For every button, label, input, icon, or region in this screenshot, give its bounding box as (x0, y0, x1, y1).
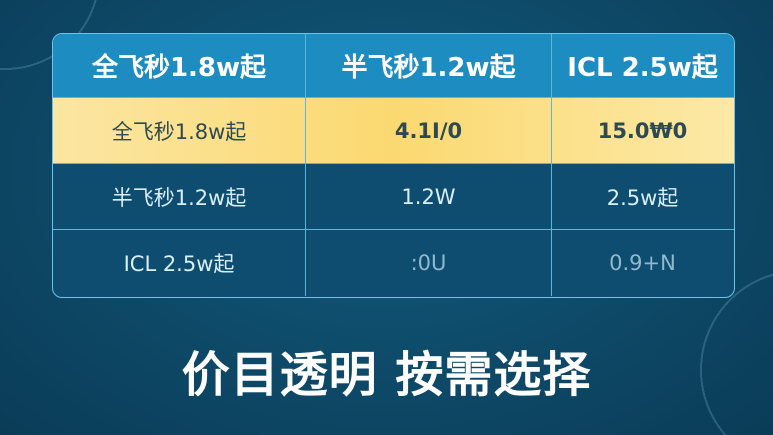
table-row-highlighted: 全飞秒1.8w起 4.1I/0 15.0₩0 (53, 98, 734, 164)
table-cell: 15.0₩0 (597, 118, 688, 143)
table-cell: 全飞秒1.8w起 (53, 98, 306, 163)
table-cell: 2.5w起 (606, 185, 679, 210)
header-cell: 全飞秒1.8w起 (53, 34, 306, 97)
table-cell: ICL 2.5w起 (53, 230, 306, 296)
header-cell: 半飞秒1.2w起 (306, 34, 552, 97)
table-cell: 0.9+N (609, 251, 676, 275)
table-cell: :0U (306, 230, 552, 296)
table-header-row: 全飞秒1.8w起 半飞秒1.2w起 ICL 2.5w起 (53, 34, 734, 98)
header-cell: ICL 2.5w起 (567, 53, 718, 83)
price-table: 全飞秒1.8w起 半飞秒1.2w起 ICL 2.5w起 全飞秒1.8w起 4.1… (52, 33, 735, 298)
table-cell: 4.1I/0 (306, 98, 552, 163)
slogan-title: 价目透明 按需选择 (181, 347, 592, 403)
table-cell: 1.2W (306, 164, 552, 229)
table-cell: 半飞秒1.2w起 (53, 164, 306, 229)
table-row: ICL 2.5w起 :0U 0.9+N (53, 230, 734, 296)
table-row: 半飞秒1.2w起 1.2W 2.5w起 (53, 164, 734, 230)
